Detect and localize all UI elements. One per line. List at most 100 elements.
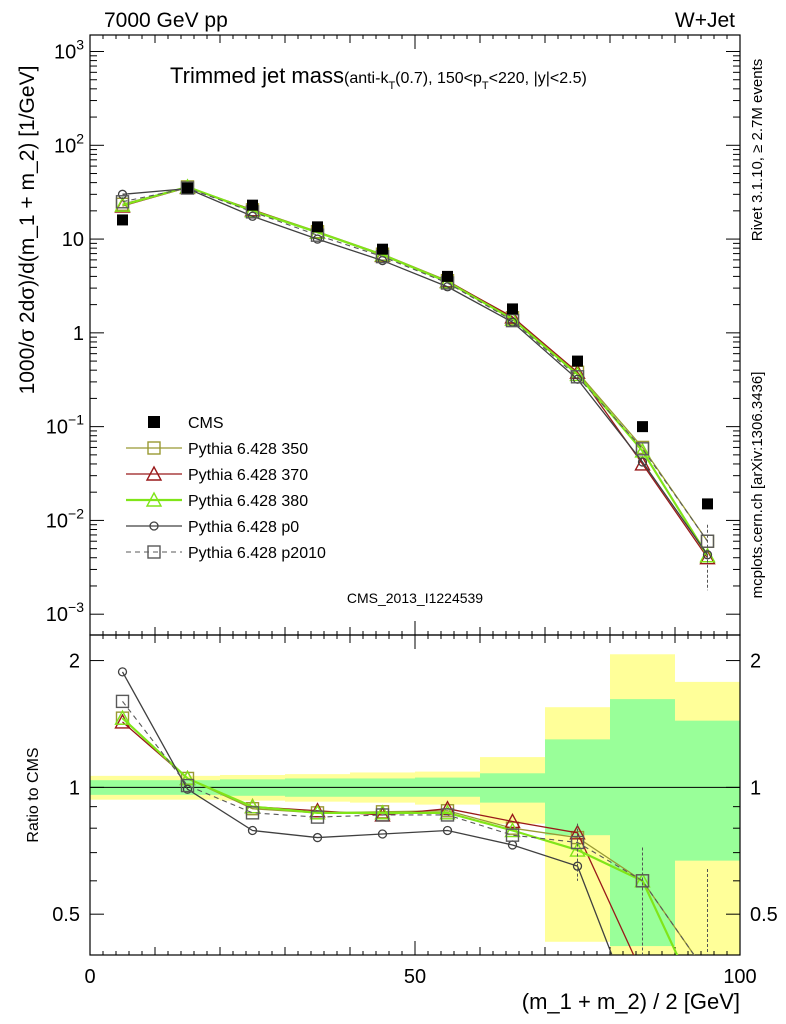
data-point (637, 421, 648, 433)
legend: CMS Pythia 6.428 350 Pythia 6.428 370 Pythi… (126, 415, 326, 562)
series-marker (180, 181, 195, 195)
tick-base: 10 (46, 417, 68, 439)
data-point (442, 270, 453, 282)
top-y-tick-label: 10−1 (46, 412, 84, 439)
top-y-tick-label: 10−3 (46, 599, 84, 626)
ratio-marker (309, 804, 326, 820)
legend-marker (147, 545, 161, 559)
series-ratio-3 (117, 667, 613, 955)
legend-label: Pythia 6.428 350 (188, 441, 308, 458)
title-part-sub: (anti-k (344, 70, 389, 87)
x-tick-label: 0 (84, 966, 95, 988)
ratio-marker (504, 822, 521, 838)
legend-label: Pythia 6.428 p0 (188, 519, 299, 536)
ratio-tick-label-right: 1 (750, 777, 761, 799)
ratio-band-inner (480, 773, 545, 803)
ratio-y-axis-ticks (90, 660, 740, 915)
ratio-marker (244, 798, 261, 814)
ratio-tick-label-left: 0.5 (52, 904, 80, 926)
legend-marker-data (148, 416, 160, 428)
ratio-marker (442, 825, 453, 836)
series-marker (117, 189, 128, 199)
top-y-axis-ticks (90, 51, 740, 615)
ratio-marker (179, 769, 196, 786)
ratio-marker (182, 784, 193, 794)
tick-base: 10 (46, 604, 68, 626)
data-point (702, 498, 713, 510)
ratio-marker (374, 804, 391, 820)
ratio-marker (505, 828, 520, 842)
tick-exponent: −3 (68, 599, 84, 615)
ratio-marker (504, 812, 521, 829)
ratio-marker (439, 804, 456, 820)
top-y-tick-label: 1 (73, 323, 84, 345)
ratio-line (121, 671, 613, 955)
tick-base: 10 (54, 135, 76, 157)
series-marker (312, 234, 323, 244)
ratio-marker (114, 709, 131, 725)
tick-exponent: 2 (76, 130, 84, 146)
ratio-marker (377, 829, 388, 839)
ratio-tick-label-right: 2 (750, 651, 761, 673)
x-axis-ticks (89, 35, 741, 955)
ratio-tick-label-left: 1 (69, 777, 80, 799)
tick-base: 10 (62, 229, 84, 251)
y-axis-label-ratio: Ratio to CMS (25, 747, 42, 842)
legend-label: Pythia 6.428 380 (188, 493, 308, 510)
legend-marker (149, 521, 159, 531)
legend-label: Pythia 6.428 p2010 (188, 545, 326, 562)
ratio-marker (440, 808, 455, 822)
legend-marker (145, 491, 163, 507)
header-right: W+Jet (675, 9, 735, 32)
ratio-tick-label-left: 2 (69, 651, 80, 673)
top-y-tick-label: 102 (54, 130, 84, 157)
tick-base: 10 (54, 42, 76, 64)
analysis-id: CMS_2013_I1224539 (347, 590, 483, 606)
mcplots-label: mcplots.cern.ch [arXiv:1306.3436] (749, 372, 766, 599)
rivet-label: Rivet 3.1.10, ≥ 2.7M events (749, 59, 766, 242)
tick-exponent: −2 (68, 505, 84, 521)
ratio-marker (180, 778, 195, 793)
ratio-tick-label-right: 0.5 (750, 904, 778, 926)
series-marker (570, 370, 585, 384)
ratio-marker (375, 808, 390, 822)
data-point (247, 199, 258, 211)
ratio-marker (117, 667, 128, 677)
tick-base: 10 (46, 510, 68, 532)
y-axis-label-top: 1000/σ 2dσ)/d(m_1 + m_2) [1/GeV] (16, 66, 39, 395)
series-marker (115, 195, 130, 209)
ratio-line (121, 717, 679, 955)
mc-error-bars (577, 524, 708, 955)
ratio-marker (115, 694, 130, 709)
series-top-4 (115, 181, 715, 548)
title-part-main: Trimmed jet mass (170, 63, 344, 88)
series-line (122, 187, 709, 556)
tick-exponent: −1 (68, 412, 84, 428)
title-part-sub_t: T (388, 80, 395, 92)
series-line (122, 187, 708, 542)
top-y-tick-label: 10 (62, 229, 84, 251)
data-point (572, 355, 583, 367)
ratio-marker (245, 806, 260, 820)
legend-label: Pythia 6.428 370 (188, 467, 308, 484)
series-marker (637, 457, 648, 467)
data-point (182, 182, 193, 194)
ratio-marker (247, 825, 258, 836)
legend-marker (147, 441, 161, 455)
series-marker (635, 442, 650, 456)
series-marker (114, 196, 131, 212)
ratio-marker (312, 832, 323, 843)
data-point (507, 303, 518, 315)
ratio-band-inner (675, 720, 740, 861)
ratio-line (122, 701, 695, 955)
data-point (117, 214, 128, 226)
title-part-sub_t2: T (482, 80, 489, 92)
header-left: 7000 GeV pp (104, 9, 228, 32)
series-line (122, 186, 709, 542)
ratio-marker (310, 810, 325, 824)
legend-marker (145, 465, 163, 481)
tick-base: 1 (73, 323, 84, 345)
data-points (117, 182, 713, 510)
